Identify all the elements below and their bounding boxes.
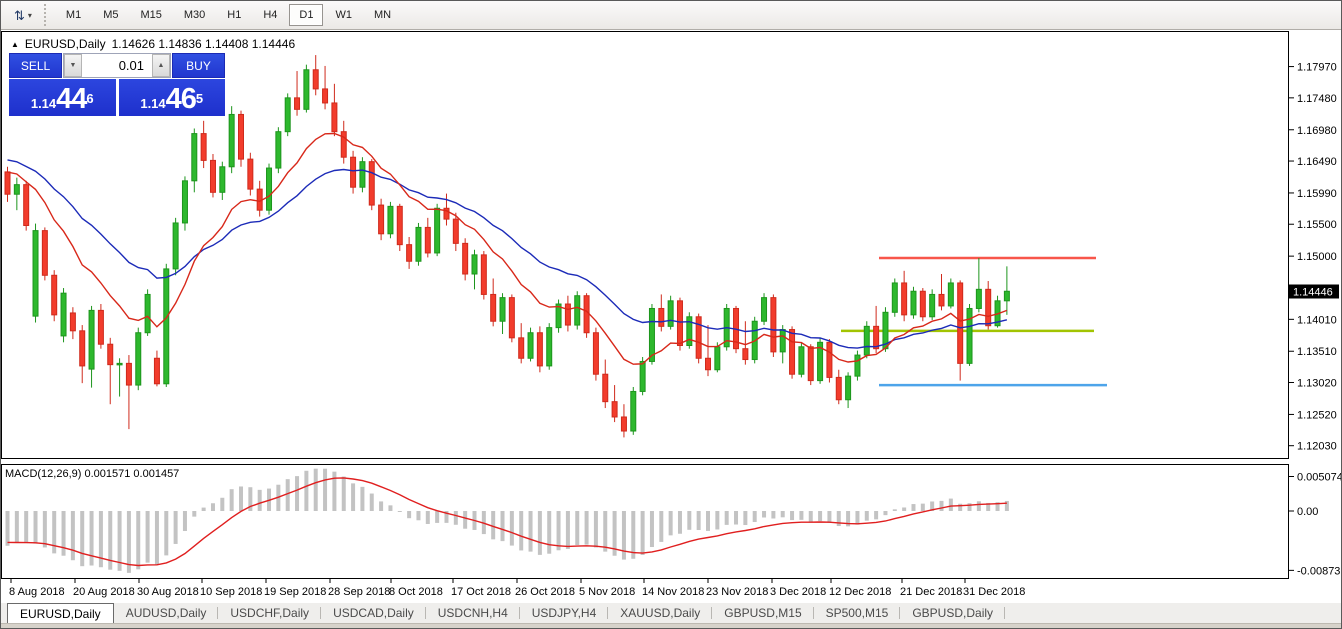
arrange-arrows-icon: ⇅	[14, 7, 25, 23]
svg-text:14 Nov 2018: 14 Nov 2018	[642, 586, 704, 598]
svg-text:1.12520: 1.12520	[1297, 409, 1337, 421]
chart-tab-usdjpy-h4[interactable]: USDJPY,H4	[520, 603, 609, 623]
svg-text:1.15000: 1.15000	[1297, 251, 1337, 263]
volume-decrease-button[interactable]: ▼	[64, 54, 82, 77]
svg-text:1.14010: 1.14010	[1297, 314, 1337, 326]
svg-text:1.13510: 1.13510	[1297, 346, 1337, 358]
chart-tab-eurusd-daily[interactable]: EURUSD,Daily	[7, 603, 114, 623]
volume-input[interactable]	[82, 54, 152, 77]
svg-text:26 Oct 2018: 26 Oct 2018	[515, 586, 575, 598]
svg-text:8 Oct 2018: 8 Oct 2018	[389, 586, 443, 598]
chart-tab-gbpusd-m15[interactable]: GBPUSD,M15	[712, 603, 814, 623]
ask-big-digits: 46	[165, 83, 197, 115]
chart-tab-audusd-daily[interactable]: AUDUSD,Daily	[114, 603, 219, 623]
svg-text:1.16980: 1.16980	[1297, 125, 1337, 137]
chart-tab-bar: EURUSD,Daily AUDUSD,Daily USDCHF,Daily USDC…	[1, 603, 1341, 623]
chart-tab-xauusd-daily[interactable]: XAUUSD,Daily	[608, 603, 713, 623]
svg-text:1.13020: 1.13020	[1297, 378, 1337, 390]
svg-text:1.17970: 1.17970	[1297, 62, 1337, 74]
svg-text:5 Nov 2018: 5 Nov 2018	[579, 586, 635, 598]
time-axis[interactable]: 8 Aug 2018 20 Aug 2018 30 Aug 2018 10 Sep 2…	[9, 579, 1025, 598]
chart-canvas[interactable]: 1.17970 1.17480 1.16980 1.16490 1.15990 1.155…	[1, 31, 1341, 603]
timeframe-button-h1[interactable]: H1	[227, 9, 242, 21]
timeframe-button-h4[interactable]: H4	[263, 9, 278, 21]
bid-prefix: 1.14	[30, 96, 57, 111]
chart-tab-sp500-m15[interactable]: SP500,M15	[814, 603, 901, 623]
svg-text:1.14446: 1.14446	[1293, 286, 1333, 298]
ask-quote-button[interactable]: 1.14 46 5	[118, 79, 225, 116]
sell-button[interactable]: SELL	[9, 53, 62, 78]
svg-text:17 Oct 2018: 17 Oct 2018	[451, 586, 511, 598]
svg-text:1.15990: 1.15990	[1297, 188, 1337, 200]
macd-pane-border	[1, 464, 1289, 579]
macd-name: MACD(12,26,9)	[5, 468, 82, 480]
symbols-arrange-icon[interactable]: ⇅ ▾	[7, 5, 39, 26]
toolbar-grip[interactable]	[43, 4, 51, 26]
svg-text:-0.00873: -0.00873	[1297, 565, 1340, 577]
macd-indicator-label: MACD(12,26,9) 0.001571 0.001457	[5, 468, 179, 480]
candlesticks	[4, 55, 1010, 438]
bid-pip-digit: 6	[86, 91, 94, 106]
ma-fast-line	[7, 132, 1008, 365]
timeframe-button-mn[interactable]: MN	[373, 9, 392, 21]
svg-text:19 Sep 2018: 19 Sep 2018	[264, 586, 326, 598]
svg-text:1.16490: 1.16490	[1297, 156, 1337, 168]
macd-signal-line	[7, 477, 1007, 567]
macd-histogram	[5, 468, 1009, 573]
timeframe-button-m15[interactable]: M15	[140, 9, 162, 21]
svg-text:0.00: 0.00	[1297, 506, 1318, 518]
ask-prefix: 1.14	[140, 96, 166, 111]
timeframe-button-d1[interactable]: D1	[289, 4, 324, 26]
svg-text:1.15500: 1.15500	[1297, 219, 1337, 231]
volume-increase-button[interactable]: ▲	[152, 54, 170, 77]
chart-symbol-label: EURUSD,Daily	[24, 37, 106, 51]
svg-text:1.12030: 1.12030	[1297, 441, 1337, 453]
svg-text:3 Dec 2018: 3 Dec 2018	[770, 586, 826, 598]
svg-text:1.17480: 1.17480	[1297, 93, 1337, 105]
current-price-tag	[1289, 284, 1339, 299]
svg-text:0.005074: 0.005074	[1297, 471, 1341, 483]
collapse-triangle-icon[interactable]: ▲	[11, 39, 19, 49]
svg-text:12 Dec 2018: 12 Dec 2018	[829, 586, 891, 598]
chart-workspace: 1.17970 1.17480 1.16980 1.16490 1.15990 1.155…	[1, 31, 1341, 603]
timeframe-toolbar: M1 M5 M15 M30 H1 H4 D1 W1 MN	[56, 4, 401, 26]
toolbar: ⇅ ▾ M1 M5 M15 M30 H1 H4 D1 W1 MN	[1, 1, 1341, 30]
ask-pip-digit: 5	[195, 91, 204, 106]
chart-ohlc-values: 1.14626 1.14836 1.14408 1.14446	[111, 37, 296, 51]
timeframe-button-w1[interactable]: W1	[335, 9, 352, 21]
svg-text:21 Dec 2018: 21 Dec 2018	[900, 586, 962, 598]
chevron-down-icon: ▾	[27, 10, 32, 20]
svg-text:10 Sep 2018: 10 Sep 2018	[200, 586, 262, 598]
svg-text:23 Nov 2018: 23 Nov 2018	[706, 586, 768, 598]
macd-values: 0.001571 0.001457	[84, 468, 180, 480]
svg-text:20 Aug 2018: 20 Aug 2018	[73, 586, 135, 598]
volume-stepper: ▼ ▲	[63, 53, 171, 78]
bid-big-digits: 44	[56, 83, 87, 115]
price-axis[interactable]: 1.17970 1.17480 1.16980 1.16490 1.15990 1.155…	[1289, 62, 1341, 578]
timeframe-button-m5[interactable]: M5	[103, 9, 119, 21]
bid-quote-button[interactable]: 1.14 44 6	[9, 79, 116, 116]
svg-text:28 Sep 2018: 28 Sep 2018	[328, 586, 390, 598]
chart-tab-usdchf-daily[interactable]: USDCHF,Daily	[218, 603, 322, 623]
timeframe-button-m1[interactable]: M1	[65, 9, 82, 21]
chart-tab-gbpusd-daily[interactable]: GBPUSD,Daily	[900, 603, 1006, 623]
status-strip	[1, 623, 1341, 628]
ma-slow-line	[7, 159, 1008, 349]
chart-tab-usdcnh-h4[interactable]: USDCNH,H4	[426, 603, 520, 623]
chart-tab-usdcad-daily[interactable]: USDCAD,Daily	[321, 603, 426, 623]
svg-text:8 Aug 2018: 8 Aug 2018	[9, 586, 65, 598]
timeframe-button-m30[interactable]: M30	[183, 9, 206, 21]
svg-text:31 Dec 2018: 31 Dec 2018	[963, 586, 1025, 598]
buy-button[interactable]: BUY	[172, 53, 225, 78]
svg-text:30 Aug 2018: 30 Aug 2018	[137, 586, 199, 598]
chart-title: ▲ EURUSD,Daily 1.14626 1.14836 1.14408 1…	[11, 37, 295, 51]
